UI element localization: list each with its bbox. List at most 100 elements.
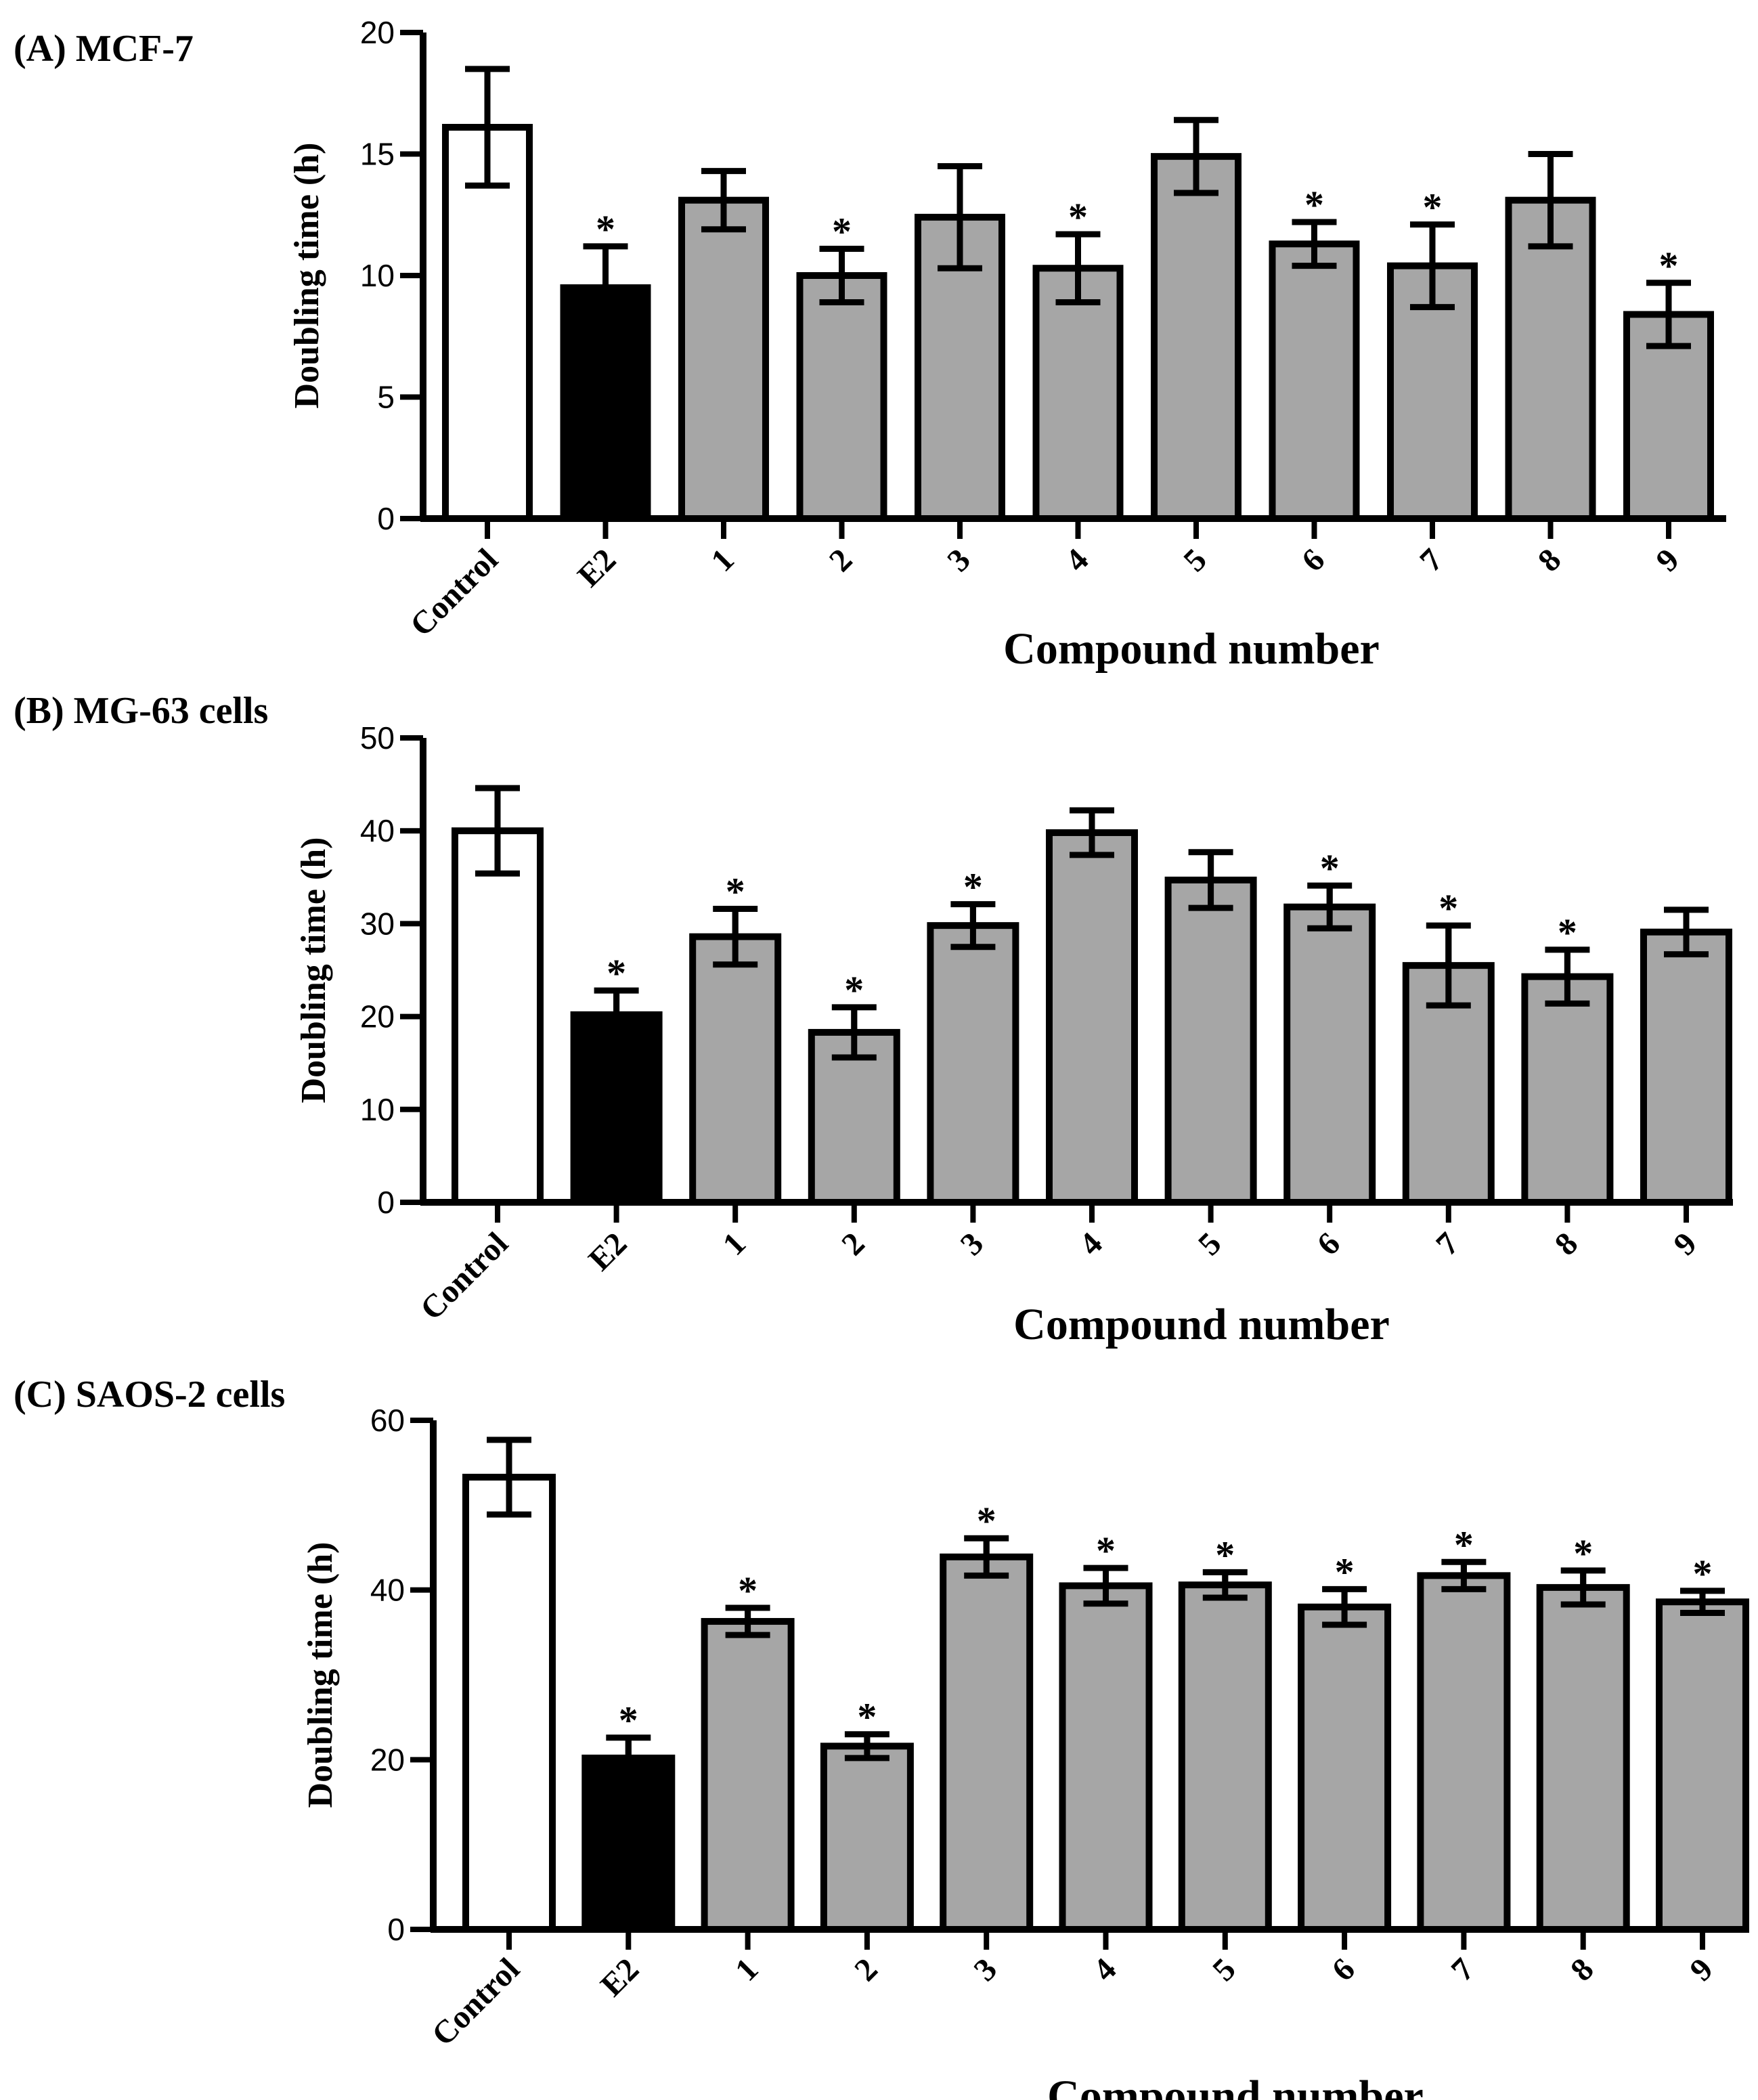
significance-star: * — [1573, 1531, 1593, 1575]
panel-label: (B) MG-63 cells — [14, 690, 268, 732]
y-tick-label: 20 — [360, 999, 395, 1034]
x-tick-label: 2 — [822, 542, 859, 578]
x-tick-label: 3 — [940, 542, 977, 578]
bar-4 — [1032, 265, 1124, 522]
x-tick-label: 7 — [1429, 1225, 1466, 1262]
x-tick-label: 9 — [1649, 542, 1686, 578]
significance-star: * — [596, 207, 615, 251]
panel-label: (C) SAOS-2 cells — [14, 1374, 285, 1416]
x-tick-label: 5 — [1177, 542, 1213, 578]
y-tick-label: 60 — [370, 1403, 405, 1438]
x-tick-label: 1 — [716, 1225, 753, 1262]
significance-star: * — [738, 1569, 757, 1613]
bar-2 — [796, 272, 887, 522]
bar-7 — [1417, 1572, 1511, 1933]
x-tick-label: Control — [425, 1951, 527, 2053]
bar-2 — [820, 1743, 914, 1933]
x-tick-label: 1 — [704, 542, 741, 578]
bar-2 — [808, 1028, 900, 1206]
bar-9 — [1656, 1598, 1749, 1933]
bar-4 — [1046, 829, 1138, 1206]
x-axis-title: Compound number — [1003, 624, 1380, 674]
x-tick-label: 2 — [848, 1951, 884, 1988]
bar-4 — [1059, 1582, 1153, 1933]
x-tick-label: 8 — [1564, 1951, 1600, 1988]
significance-star: * — [1659, 244, 1679, 288]
x-tick-label: Control — [414, 1225, 515, 1327]
bar-5 — [1151, 153, 1241, 522]
significance-star: * — [1068, 195, 1088, 239]
significance-star: * — [1693, 1552, 1713, 1596]
significance-star: * — [1215, 1533, 1235, 1577]
significance-star: * — [857, 1695, 877, 1739]
significance-star: * — [1304, 183, 1324, 227]
x-tick-label: 6 — [1311, 1225, 1347, 1262]
bar-8 — [1521, 973, 1614, 1206]
x-tick-label: 2 — [835, 1225, 871, 1262]
x-tick-label: 9 — [1667, 1225, 1703, 1262]
y-tick-label: 50 — [360, 720, 395, 756]
bar-1 — [678, 196, 769, 522]
x-tick-label: 4 — [1059, 542, 1095, 578]
bar-E2 — [581, 1754, 676, 1933]
y-tick-label: 0 — [377, 1185, 395, 1220]
y-tick-label: 5 — [377, 380, 395, 415]
x-tick-label: 5 — [1206, 1951, 1242, 1988]
y-tick-label: 20 — [370, 1742, 405, 1777]
x-tick-label: 1 — [728, 1951, 765, 1988]
y-axis-title: Doubling time (h) — [288, 143, 326, 409]
bar-5 — [1164, 876, 1257, 1206]
significance-star: * — [1558, 911, 1577, 955]
bar-3 — [940, 1553, 1034, 1933]
x-tick-label: 9 — [1683, 1951, 1719, 1988]
x-tick-label: 8 — [1548, 1225, 1585, 1262]
y-tick-label: 10 — [360, 1092, 395, 1127]
x-tick-label: 4 — [1086, 1951, 1123, 1988]
significance-star: * — [726, 869, 745, 913]
bar-6 — [1283, 903, 1376, 1206]
bar-6 — [1298, 1603, 1392, 1933]
x-tick-label: 4 — [1072, 1225, 1109, 1262]
significance-star: * — [963, 865, 983, 909]
y-axis-title: Doubling time (h) — [294, 837, 333, 1103]
panel-label: (A) MCF-7 — [14, 28, 194, 70]
y-tick-label: 30 — [360, 906, 395, 941]
x-tick-label: 3 — [967, 1951, 1004, 1988]
significance-star: * — [607, 951, 626, 995]
x-tick-label: 3 — [954, 1225, 990, 1262]
x-tick-label: 7 — [1445, 1951, 1481, 1988]
bar-1 — [689, 933, 782, 1206]
x-tick-label: E2 — [581, 1225, 634, 1277]
x-tick-label: 7 — [1413, 542, 1449, 578]
bar-Control — [452, 827, 544, 1206]
chart-panel-2: (B) MG-63 cells 0 10 20 30 40 50 Doubling time … — [14, 690, 1733, 1349]
significance-star: * — [1335, 1550, 1355, 1594]
significance-star: * — [1423, 185, 1443, 229]
bar-5 — [1178, 1581, 1272, 1933]
x-axis-title: Compound number — [1013, 1300, 1390, 1349]
significance-star: * — [1320, 846, 1340, 890]
significance-star: * — [1454, 1523, 1474, 1567]
y-tick-label: 20 — [360, 15, 395, 50]
bar-1 — [701, 1618, 795, 1933]
bar-Control — [462, 1473, 556, 1933]
chart-panel-3: (C) SAOS-2 cells 0 20 40 60 Doubling time (h)… — [14, 1374, 1749, 2100]
bar-6 — [1269, 240, 1360, 522]
significance-star: * — [844, 968, 864, 1012]
bar-E2 — [570, 1011, 663, 1206]
x-axis-title: Compound number — [1047, 2072, 1424, 2100]
y-axis-title: Doubling time (h) — [301, 1542, 340, 1808]
y-tick-label: 10 — [360, 258, 395, 293]
x-tick-label: Control — [403, 542, 505, 643]
bar-9 — [1640, 928, 1732, 1206]
y-tick-label: 0 — [377, 501, 395, 536]
x-tick-label: 6 — [1325, 1951, 1361, 1988]
y-tick-label: 40 — [360, 813, 395, 848]
x-tick-label: E2 — [594, 1951, 646, 2003]
bar-8 — [1536, 1583, 1630, 1933]
bar-3 — [927, 922, 1019, 1206]
y-tick-label: 40 — [370, 1573, 405, 1608]
x-tick-label: E2 — [571, 542, 623, 594]
